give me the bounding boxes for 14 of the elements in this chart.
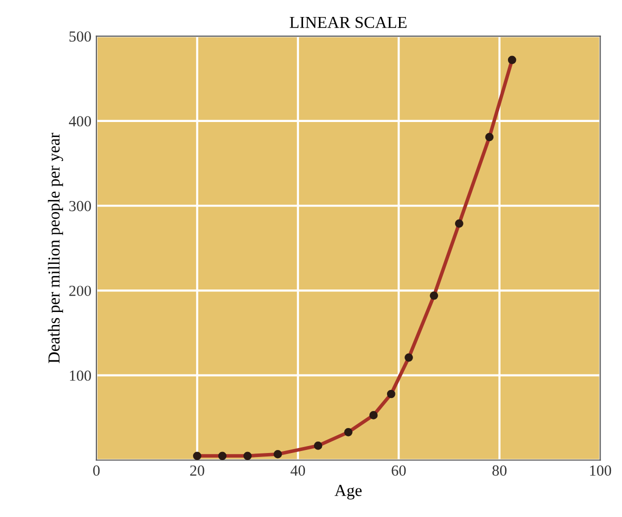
x-tick-label: 60 xyxy=(392,465,406,476)
y-tick-label: 200 xyxy=(69,286,91,296)
y-axis-title: Deaths per million people per year xyxy=(48,132,64,364)
x-tick-label: 100 xyxy=(590,465,612,476)
y-tick-label: 500 xyxy=(70,31,91,42)
x-axis-title: Age xyxy=(334,484,362,500)
chart-title: LINEAR SCALE xyxy=(290,16,407,28)
x-tick-label: 20 xyxy=(190,465,204,476)
x-tick-label: 40 xyxy=(290,465,305,476)
y-tick-label: 400 xyxy=(68,116,91,126)
y-tick-label: 100 xyxy=(70,370,91,381)
y-tick-label: 300 xyxy=(69,200,91,212)
x-tick-label: 80 xyxy=(492,465,507,476)
x-tick-label: 0 xyxy=(93,465,100,476)
